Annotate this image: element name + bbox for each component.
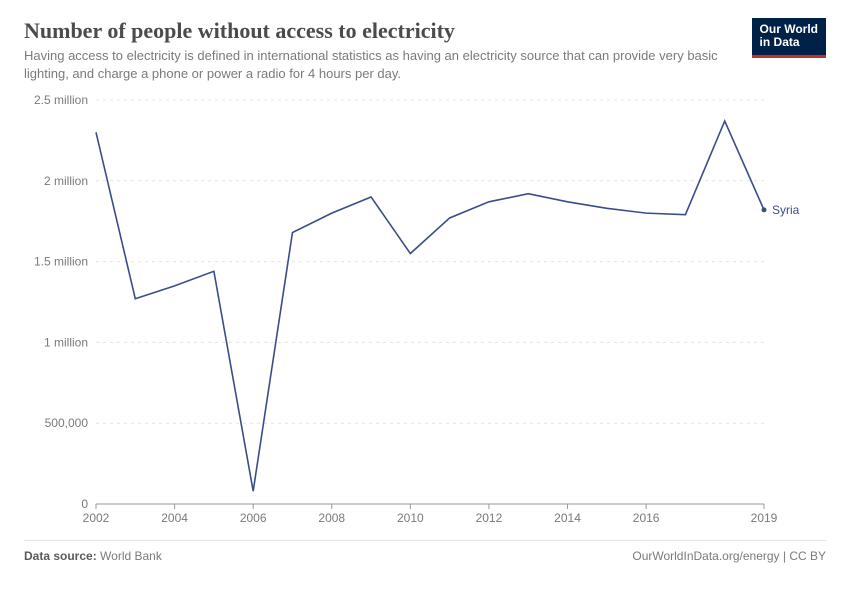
svg-text:2.5 million: 2.5 million (34, 93, 88, 107)
attribution: OurWorldInData.org/energy | CC BY (632, 549, 826, 563)
chart-area: 0 500,000 1 million 1.5 million 2 million 2.5… (24, 92, 826, 532)
svg-text:2008: 2008 (318, 511, 345, 525)
source-value: World Bank (100, 549, 162, 563)
svg-text:2004: 2004 (161, 511, 188, 525)
chart-footer: Data source: World Bank OurWorldInData.o… (24, 540, 826, 563)
svg-text:2002: 2002 (83, 511, 110, 525)
line-chart-svg: 0 500,000 1 million 1.5 million 2 million 2.5… (24, 92, 826, 532)
svg-text:500,000: 500,000 (45, 417, 89, 431)
data-source: Data source: World Bank (24, 549, 162, 563)
svg-text:0: 0 (81, 497, 88, 511)
svg-text:2016: 2016 (633, 511, 660, 525)
chart-title: Number of people without access to elect… (24, 18, 752, 43)
svg-text:2014: 2014 (554, 511, 581, 525)
svg-text:2006: 2006 (240, 511, 267, 525)
svg-text:Syria: Syria (772, 203, 800, 217)
svg-text:2019: 2019 (751, 511, 778, 525)
svg-text:2010: 2010 (397, 511, 424, 525)
svg-text:2012: 2012 (476, 511, 503, 525)
chart-container: Number of people without access to elect… (0, 0, 850, 600)
chart-subtitle: Having access to electricity is defined … (24, 47, 724, 82)
svg-text:2 million: 2 million (44, 174, 88, 188)
svg-text:1 million: 1 million (44, 336, 88, 350)
owid-logo: Our World in Data (752, 18, 826, 58)
svg-text:1.5 million: 1.5 million (34, 255, 88, 269)
header: Number of people without access to elect… (24, 18, 826, 82)
title-block: Number of people without access to elect… (24, 18, 752, 82)
source-label: Data source: (24, 549, 97, 563)
